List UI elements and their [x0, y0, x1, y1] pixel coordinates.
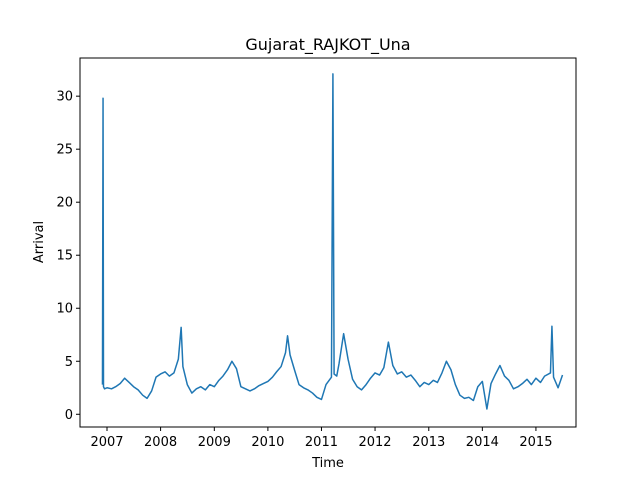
y-tick-label: 25 [56, 143, 73, 158]
x-tick-label: 2008 [144, 435, 177, 450]
x-tick-label: 2011 [305, 435, 338, 450]
series-layer [101, 73, 564, 410]
y-tick-label: 0 [65, 408, 73, 423]
x-tick-label: 2012 [358, 435, 391, 450]
y-axis: 0 5 10 15 20 25 30 [56, 90, 80, 423]
y-tick-label: 5 [65, 355, 73, 370]
chart-title: Gujarat_RAJKOT_Una [245, 35, 410, 55]
x-tick-label: 2014 [466, 435, 499, 450]
y-tick-label: 10 [56, 302, 73, 317]
x-tick-label: 2010 [251, 435, 284, 450]
x-axis: 2007 2008 2009 2010 2011 2012 2013 2014 2015 [90, 427, 552, 450]
y-tick-label: 30 [56, 90, 73, 105]
y-tick-label: 20 [56, 196, 73, 211]
x-axis-label: Time [311, 456, 344, 471]
x-tick-label: 2013 [412, 435, 445, 450]
series-line [101, 73, 564, 410]
x-tick-label: 2007 [90, 435, 123, 450]
x-tick-label: 2009 [198, 435, 231, 450]
x-tick-label: 2015 [519, 435, 552, 450]
plot-frame [79, 57, 577, 428]
y-axis-label: Arrival [32, 221, 47, 263]
plot-area [80, 58, 576, 427]
y-tick-label: 15 [56, 249, 73, 264]
